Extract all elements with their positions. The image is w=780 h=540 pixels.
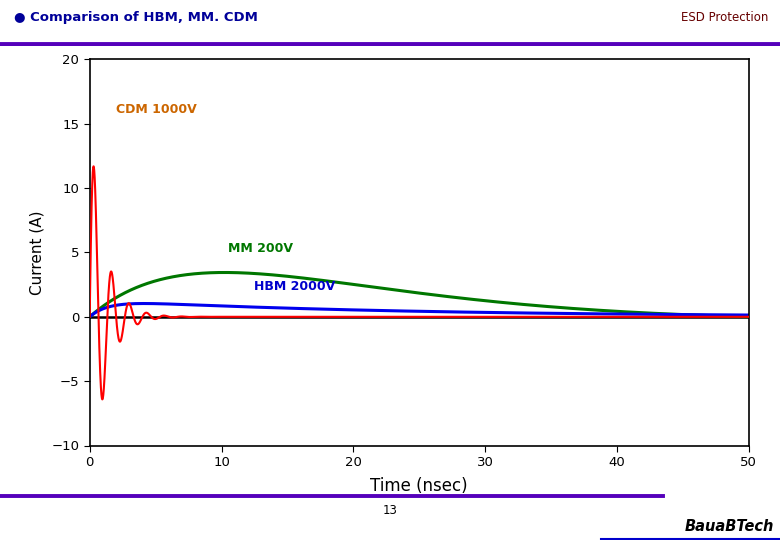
Text: ESD Protection: ESD Protection (681, 11, 768, 24)
Text: 13: 13 (382, 504, 398, 517)
X-axis label: Time (nsec): Time (nsec) (370, 477, 468, 495)
Y-axis label: Current (A): Current (A) (30, 210, 44, 295)
Text: CDM 1000V: CDM 1000V (116, 104, 197, 117)
Text: ● Comparison of HBM, MM. CDM: ● Comparison of HBM, MM. CDM (14, 11, 258, 24)
Text: HBM 2000V: HBM 2000V (254, 280, 335, 293)
Text: BauaBTech: BauaBTech (685, 519, 774, 534)
Text: MM 200V: MM 200V (228, 242, 293, 255)
